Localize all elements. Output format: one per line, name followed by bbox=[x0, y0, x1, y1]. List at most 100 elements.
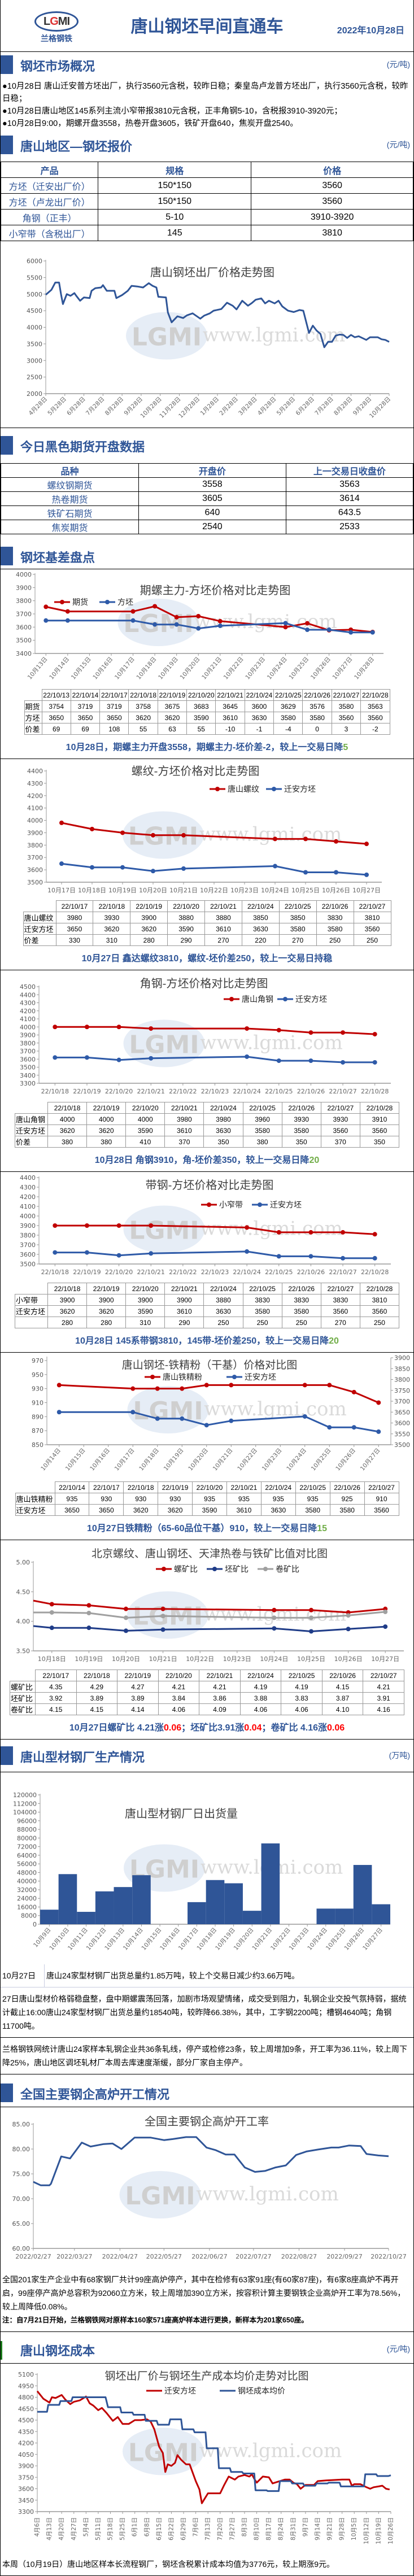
data-point bbox=[181, 832, 186, 838]
table-cell: 3.89 bbox=[117, 1692, 159, 1704]
table-header-row: 产品 规格 价格 bbox=[0, 162, 413, 178]
data-point bbox=[272, 1615, 277, 1620]
chart-svg: LGMIwww.lgmi.com080001600024000320004000… bbox=[13, 1792, 390, 1951]
table-header-row: 22/10/14 22/10/17 22/10/18 22/10/19 22/10/20… bbox=[15, 1481, 399, 1493]
table-cell: 3558 bbox=[138, 477, 286, 492]
row-label: 小窄带 bbox=[15, 1294, 48, 1306]
data-table: 22/10/18 22/10/19 22/10/20 22/10/21 22/10/24… bbox=[15, 1102, 400, 1148]
data-table: 品种 开盘价 上一交易日收盘价 螺纹钢期货 3558 3563 热卷期货 3605 3614 铁矿… bbox=[1, 463, 414, 534]
section-quote: 唐山地区—钢坯报价 (元/吨) bbox=[1, 132, 413, 158]
column-header: 22/10/24 bbox=[239, 1670, 282, 1681]
table-cell: 4.21 bbox=[199, 1681, 241, 1693]
bar bbox=[353, 1865, 372, 1924]
table-cell: 3645 bbox=[215, 700, 245, 712]
column-header: 22/10/27 bbox=[363, 1670, 404, 1681]
blast-furnace-chart: LGMI www.lgmi.com 60.00 65.00 70.00 75.00 80.0… bbox=[1, 2107, 413, 2268]
data-point bbox=[59, 861, 64, 866]
table-cell: 4000 bbox=[86, 1113, 127, 1125]
x-tick-label: 10月13日 bbox=[27, 656, 49, 681]
y-tick-label: 16000 bbox=[17, 1903, 37, 1911]
table-cell: 4.14 bbox=[117, 1703, 159, 1715]
data-point bbox=[59, 820, 64, 825]
column-header: 22/10/28 bbox=[359, 1283, 400, 1294]
data-point bbox=[116, 1223, 121, 1228]
x-tick-label: 8月31日 bbox=[290, 2517, 297, 2540]
y-tick-label: 5.00 bbox=[16, 1559, 30, 1566]
y-tick-label: 4350 bbox=[18, 2428, 34, 2435]
table-cell: 4.06 bbox=[239, 1703, 282, 1715]
watermark-logo-icon bbox=[123, 2427, 204, 2475]
legend-label: 卷矿比 bbox=[276, 1565, 299, 1574]
column-header: 22/10/19 bbox=[117, 1670, 159, 1681]
series-line bbox=[59, 1384, 379, 1403]
table-cell: 380 bbox=[47, 1136, 88, 1148]
table-cell: 3620 bbox=[130, 923, 168, 935]
y-tick-label: 3450 bbox=[18, 2497, 34, 2504]
table-row: 价差 380 380 410 370 350 380 350 370 350 bbox=[15, 1136, 400, 1148]
table-header-row: 22/10/17 22/10/18 22/10/19 22/10/20 22/10/21… bbox=[23, 900, 391, 912]
table-header-row: 22/10/13 22/10/14 22/10/17 22/10/18 22/10/19… bbox=[24, 689, 390, 701]
column-header: 22/10/26 bbox=[329, 1481, 365, 1493]
x-tick-label: 22/10/27 bbox=[329, 1269, 356, 1276]
x-tick-label: 6月29日 bbox=[180, 2517, 187, 2540]
data-point bbox=[341, 1230, 346, 1235]
data-point bbox=[341, 1060, 346, 1065]
table-cell: 3560 bbox=[359, 1305, 400, 1317]
y-tick-label: 120000 bbox=[13, 1792, 37, 1799]
section-profile: 唐山型材钢厂生产情况 (万吨) bbox=[1, 1740, 413, 1772]
x-tick-label: 4月28日 bbox=[256, 396, 278, 417]
column-header: 22/10/18 bbox=[76, 1670, 118, 1681]
column-header: 22/10/27 bbox=[331, 689, 361, 701]
lgmi-logo: LGMI 兰格钢铁 bbox=[33, 11, 80, 43]
x-tick-label: 4月6日 bbox=[34, 2517, 41, 2536]
data-point bbox=[308, 1030, 313, 1035]
y-tick-label: 8000 bbox=[21, 1912, 37, 1920]
x-tick-label: 7月28日 bbox=[85, 396, 106, 417]
x-tick-label: 10月27日 bbox=[352, 887, 381, 894]
summary-date: 10月27日 bbox=[1, 1964, 45, 1987]
table-cell: 370 bbox=[164, 1136, 204, 1148]
table-cell: 935 bbox=[226, 1493, 262, 1505]
x-tick-label: 22/10/26 bbox=[297, 1088, 325, 1095]
table-cell: 3560 bbox=[364, 1504, 399, 1516]
note-text: 10月27日 鑫达螺纹3810，螺纹-坯价差250，较上一交易日持稳 bbox=[81, 954, 333, 964]
x-tick-label: 10月17日 bbox=[47, 887, 76, 894]
data-point bbox=[326, 627, 332, 632]
table-cell: 3580 bbox=[281, 1305, 321, 1317]
table-cell: 4.15 bbox=[321, 1681, 364, 1693]
data-point bbox=[283, 621, 288, 626]
x-tick-label: 10月22日 bbox=[186, 1655, 214, 1663]
y-tick-label: 4400 bbox=[27, 768, 43, 775]
data-point bbox=[383, 1609, 388, 1614]
row-label: 热卷期货 bbox=[1, 491, 139, 506]
table-row: 坯矿比 3.92 3.89 3.89 3.84 3.86 3.88 3.83 3.87 3.91 bbox=[10, 1692, 404, 1704]
column-header bbox=[15, 1283, 48, 1294]
column-header: 22/10/27 bbox=[320, 1102, 360, 1114]
table-cell: 3980 bbox=[55, 912, 94, 923]
column-header: 22/10/21 bbox=[199, 1670, 241, 1681]
column-header: 22/10/18 bbox=[123, 1481, 159, 1493]
y-tick-label: 890 bbox=[32, 1413, 43, 1420]
table-cell: 3560 bbox=[359, 1124, 400, 1136]
table-cell: 250 bbox=[353, 934, 391, 946]
legend-marker bbox=[283, 997, 287, 1001]
x-tick-label: 6月8日 bbox=[143, 2517, 150, 2536]
ore-note: 10月27日铁精粉（65-60品位干基）910，较上一交易日降15 bbox=[1, 1516, 413, 1540]
data-point bbox=[327, 1425, 332, 1430]
column-header: 22/10/19 bbox=[86, 1102, 127, 1114]
column-header: 22/10/26 bbox=[281, 1283, 321, 1294]
x-tick-label: 10月28日 bbox=[368, 396, 392, 420]
data-point bbox=[376, 1429, 381, 1434]
y-tick-label: 4050 bbox=[18, 2451, 34, 2459]
y-tick-label: 65.00 bbox=[12, 2220, 30, 2228]
column-header: 22/10/20 bbox=[186, 689, 216, 701]
data-point bbox=[160, 1627, 165, 1632]
x-tick-label: 4月20日 bbox=[58, 2517, 65, 2540]
note-text: 10月28日 角钢3910，角-坯价差350，较上一交易日降 bbox=[94, 1156, 310, 1165]
table-cell: 4.29 bbox=[76, 1681, 118, 1693]
chart-svg: LGMI www.lgmi.com 330034003500360037003800… bbox=[20, 977, 391, 1095]
y-tick-label: 75.00 bbox=[12, 2170, 30, 2178]
column-header: 22/10/17 bbox=[35, 1670, 77, 1681]
y-tick-label: 6000 bbox=[27, 258, 42, 265]
legend-marker bbox=[60, 600, 64, 604]
